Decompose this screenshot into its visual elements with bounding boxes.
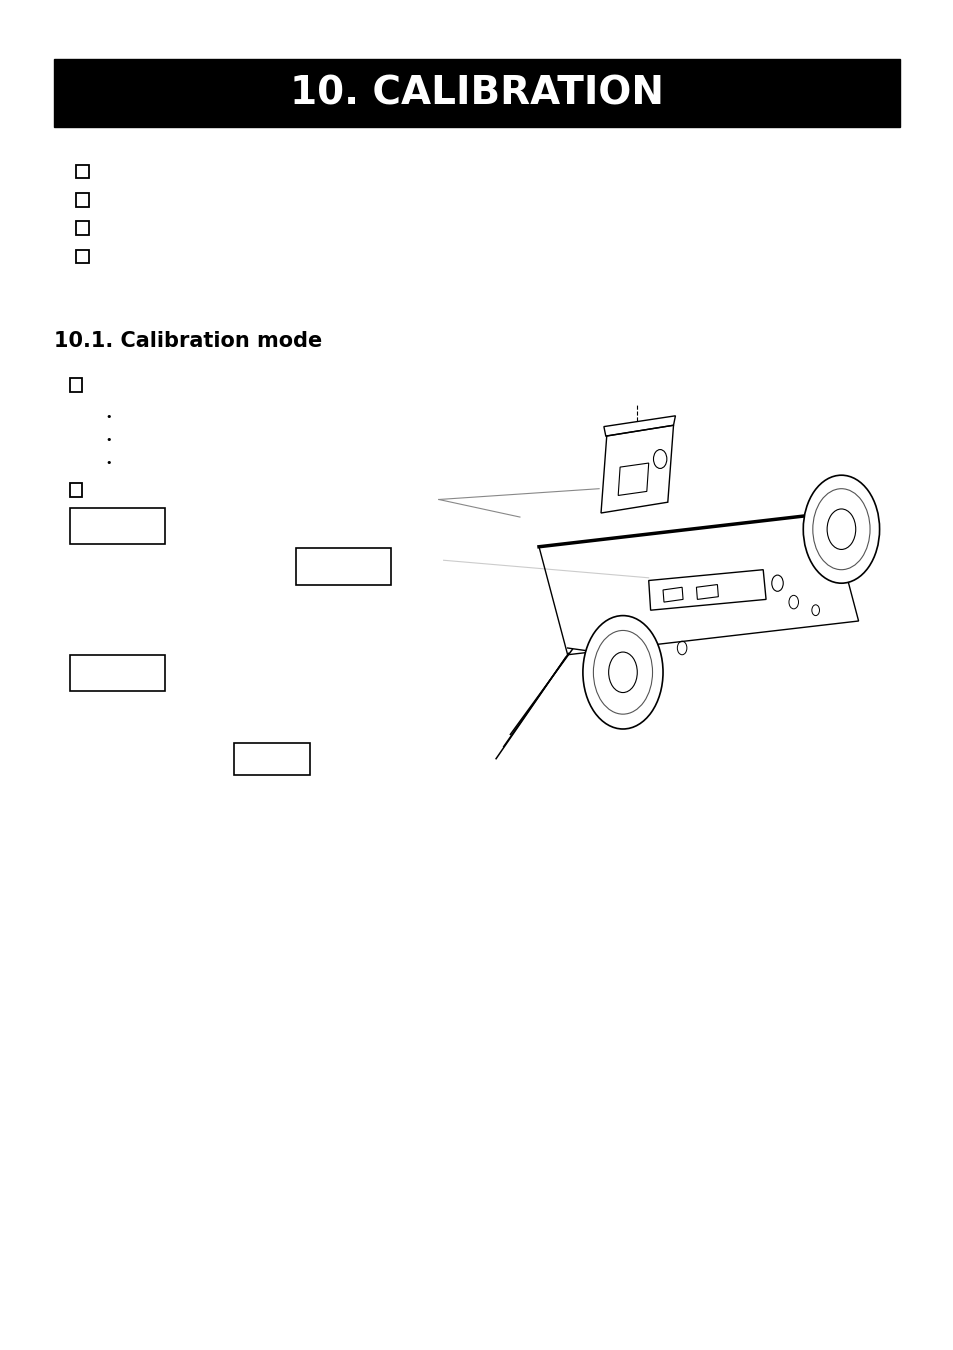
Text: •: • <box>105 435 112 446</box>
Text: 10. CALIBRATION: 10. CALIBRATION <box>290 74 663 112</box>
Text: •: • <box>105 458 112 468</box>
Text: 10.1. Calibration mode: 10.1. Calibration mode <box>54 331 322 351</box>
Circle shape <box>802 475 879 583</box>
Circle shape <box>582 616 662 729</box>
FancyBboxPatch shape <box>54 59 899 127</box>
Text: •: • <box>105 412 112 423</box>
